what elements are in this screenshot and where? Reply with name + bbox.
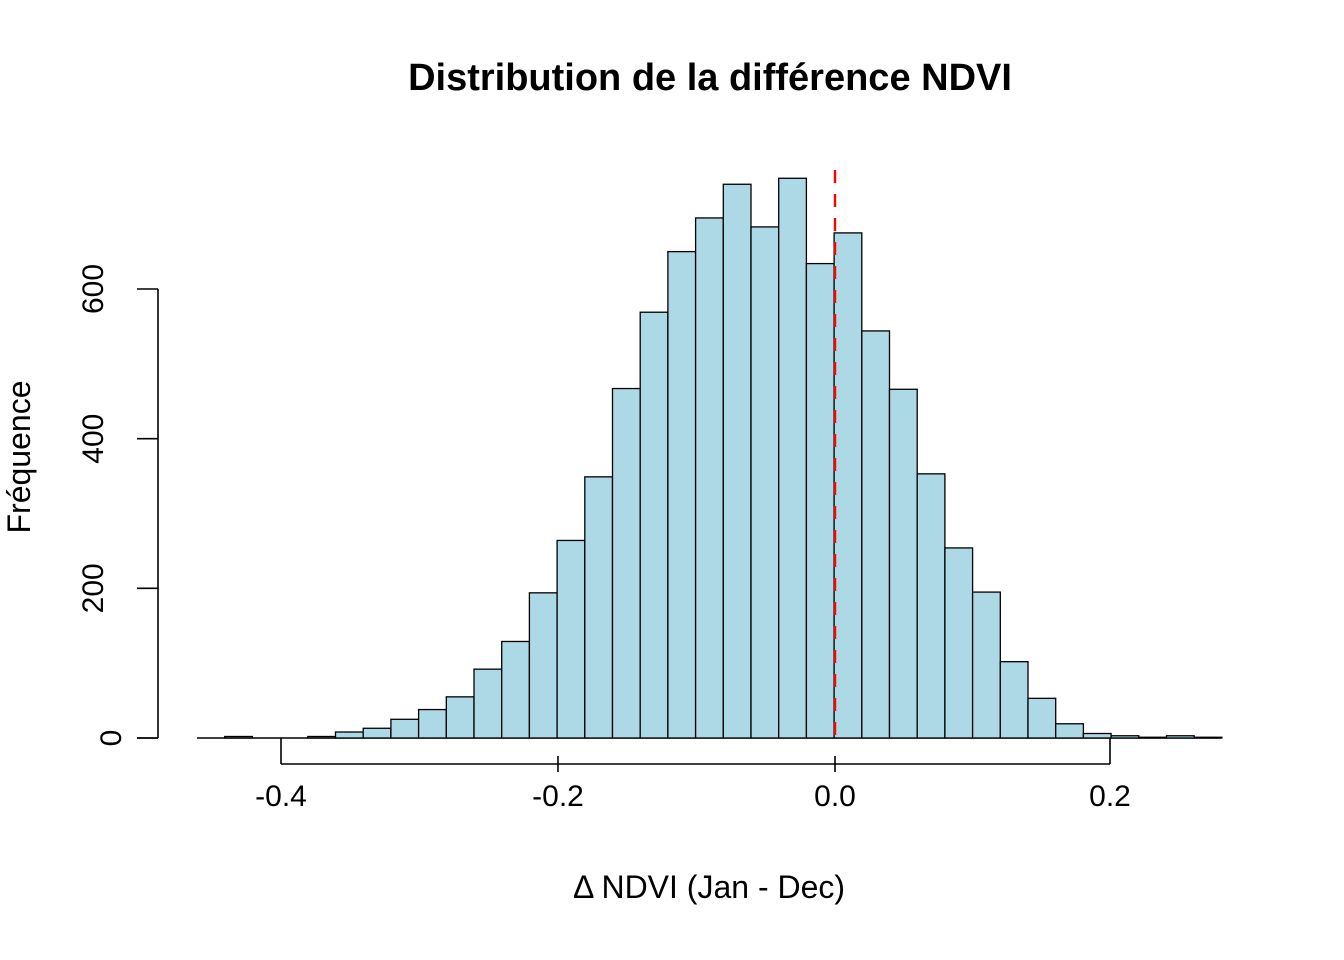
svg-text:0.2: 0.2 xyxy=(1089,780,1131,813)
svg-text:400: 400 xyxy=(77,414,110,464)
svg-text:0.0: 0.0 xyxy=(814,780,856,813)
svg-text:0: 0 xyxy=(95,730,128,747)
svg-text:Δ NDVI (Jan - Dec): Δ NDVI (Jan - Dec) xyxy=(573,869,845,905)
svg-text:600: 600 xyxy=(77,264,110,314)
svg-text:Fréquence: Fréquence xyxy=(1,381,37,534)
svg-text:200: 200 xyxy=(77,563,110,613)
svg-text:Distribution de la différence: Distribution de la différence NDVI xyxy=(408,57,1012,99)
svg-text:-0.4: -0.4 xyxy=(255,780,307,813)
svg-text:-0.2: -0.2 xyxy=(532,780,584,813)
